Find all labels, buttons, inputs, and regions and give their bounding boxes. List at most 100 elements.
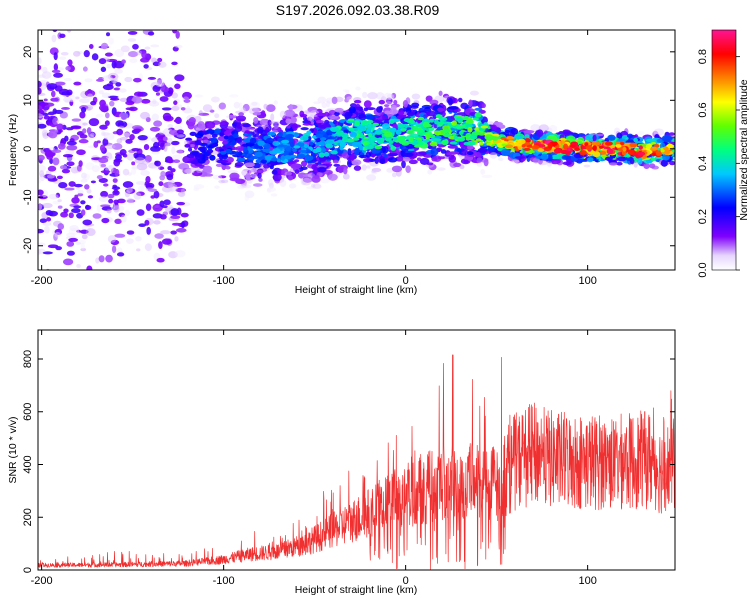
spectrogram-ridge-cell [585, 145, 593, 151]
spectrogram-ridge-cell [206, 149, 214, 154]
spectrogram-ridge-cell [467, 126, 473, 133]
spectrogram-cell [176, 134, 185, 138]
spectrogram-ridge-cell [285, 145, 291, 152]
spectrogram-cell [578, 158, 587, 162]
spectrogram-cell [86, 189, 92, 194]
spectrogram-ridge-cell [537, 148, 545, 153]
spectrogram-cell [469, 90, 479, 96]
spectrogram-cell [302, 174, 313, 178]
spectrogram-ridge-cell [486, 137, 493, 141]
spectrogram-cell [397, 109, 405, 116]
spectrogram-cell [64, 99, 71, 103]
spectrogram-cell [174, 83, 181, 90]
spectrogram-cell [443, 121, 452, 125]
spectrogram-ridge-cell [185, 137, 192, 141]
spectrogram-ridge-cell [417, 116, 425, 121]
colorbar-tick-label: 0.6 [697, 102, 709, 117]
spectrogram-cell [176, 20, 186, 24]
spectrogram-ridge-cell [645, 143, 652, 150]
spectrogram-ridge-cell [368, 133, 373, 138]
spectrogram-cell [249, 174, 256, 180]
spectrogram-cell [153, 220, 161, 225]
spectrogram-cell [170, 230, 177, 235]
spectrogram-ridge-cell [434, 130, 442, 136]
spectrogram-ridge-cell [293, 145, 301, 149]
spectrogram-cell [65, 149, 75, 156]
spectrogram-cell [266, 186, 277, 192]
spectrogram-ridge-cell [325, 143, 331, 148]
spectrogram-cell [244, 194, 250, 201]
spectrogram-ridge-cell [442, 128, 451, 134]
spectrogram-cell [233, 101, 240, 109]
spectrogram-cell [511, 159, 520, 164]
spectrogram-ridge-cell [524, 138, 531, 143]
spectrogram-cell [38, 177, 42, 184]
colorbar-tick-label: 0.2 [697, 209, 709, 224]
spectrogram-ridge-cell [372, 122, 379, 127]
spectrogram-ridge-cell [331, 127, 340, 131]
spectrogram-cell [110, 202, 116, 210]
spectrogram-cell [271, 169, 278, 175]
spectrogram-cell [119, 97, 129, 102]
spectrogram-cell [257, 172, 262, 179]
spectrogram-cell [55, 192, 61, 198]
spectrogram-cell [643, 162, 650, 170]
snr-line [38, 354, 675, 570]
spectrogram-cell [114, 168, 120, 177]
spectrogram-cell [481, 103, 486, 109]
spectrogram-ridge-cell [358, 125, 366, 132]
spectrogram-ridge-cell [202, 131, 209, 135]
spectrogram-cell [284, 109, 296, 117]
spectrogram-cell [263, 163, 270, 169]
spectrogram-ridge-cell [271, 157, 278, 162]
spectrogram-ridge-cell [249, 137, 257, 144]
spectrogram-cell [42, 222, 52, 226]
spectrogram-cell [352, 141, 362, 148]
spectrogram-cell [124, 76, 133, 83]
spectrogram-ridge-cell [435, 114, 442, 119]
spectrogram-cell [366, 165, 371, 169]
spectrogram-cell [144, 219, 150, 226]
spectrogram-cell [41, 129, 49, 137]
spectrogram-cell [315, 112, 327, 117]
spectrogram-cell [510, 128, 519, 135]
spectrogram-ridge-cell [316, 141, 324, 146]
spectrogram-cell [395, 156, 404, 162]
spectrogram-cell [326, 100, 331, 108]
spectrogram-cell [84, 78, 93, 83]
spectrogram-cell [307, 116, 313, 121]
spectrogram-cell [171, 92, 179, 99]
spectrogram-ridge-cell [410, 119, 415, 125]
spectrogram-ridge-cell [319, 147, 327, 153]
spectrogram-cell [38, 57, 42, 65]
spectrogram-cell [124, 188, 136, 194]
spectrogram-cell [477, 147, 488, 154]
spectrogram-cell [624, 156, 634, 162]
spectrogram-cell [197, 121, 205, 129]
spectrogram-ridge-cell [480, 125, 489, 129]
spectrogram-cell [229, 177, 241, 182]
spectrogram-cell [250, 168, 257, 173]
spectrogram-xtick-label: 100 [578, 275, 596, 287]
spectrogram-cell [102, 138, 109, 147]
spectrogram-cell [105, 271, 112, 278]
spectrogram-cell [333, 163, 341, 167]
spectrogram-cell [170, 215, 181, 219]
spectrogram-cell [71, 197, 80, 204]
spectrogram-cell [385, 97, 393, 105]
spectrogram-cell [172, 154, 183, 160]
spectrogram-cell [62, 153, 74, 158]
spectrogram-cell [126, 199, 136, 203]
spectrogram-cell [114, 49, 125, 58]
spectrogram-cell [102, 75, 113, 82]
spectrogram-cell [175, 228, 187, 233]
spectrogram-cell [617, 156, 627, 162]
spectrogram-cell [425, 95, 433, 102]
spectrogram-cell [77, 192, 84, 197]
spectrogram-cell [387, 152, 399, 157]
spectrogram-ridge-cell [280, 155, 286, 161]
spectrogram-cell [390, 104, 397, 110]
spectrogram-cell [66, 232, 76, 238]
spectrogram-cell [530, 124, 541, 131]
